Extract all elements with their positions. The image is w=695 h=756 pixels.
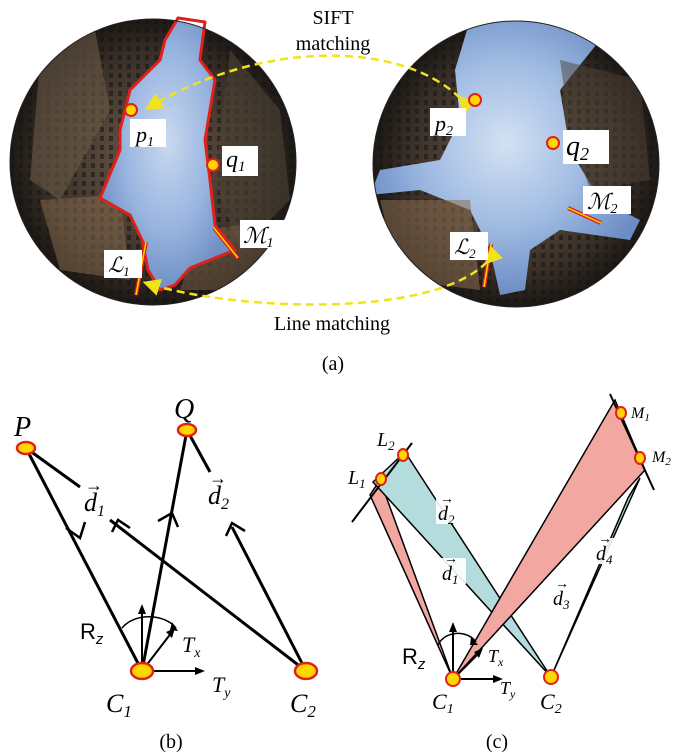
svg-text:→: → [598, 532, 612, 547]
label-q1: q1 [226, 147, 246, 175]
ray-C1-P [24, 447, 144, 672]
label-M2-c: M2 [651, 449, 671, 468]
point-C2-c [543, 669, 559, 685]
sky-region-right [373, 21, 640, 295]
label-C1-c: C1 [432, 689, 454, 717]
panel-b-points [15, 422, 319, 681]
sift-label-line2: matching [296, 33, 370, 55]
label-Tx-b: Tx [182, 632, 201, 661]
ray-C2-d2 [230, 526, 308, 672]
svg-text:→: → [444, 552, 458, 567]
caption-b: (b) [159, 731, 182, 753]
label-d2-b: d2 [208, 481, 229, 513]
label-d4-c: d4 [596, 543, 613, 567]
panel-b-labels: P Q d1 → d2 → Rz Tx Ty C1 C2 (b) [13, 394, 316, 753]
point-M1 [615, 406, 627, 420]
label-L2-c: L2 [376, 429, 395, 453]
point-q1 [206, 158, 220, 172]
label-Q: Q [174, 394, 194, 425]
sift-label-line1: SIFT [312, 7, 353, 29]
label-Ty-c: Ty [500, 678, 516, 701]
panel-b [24, 429, 308, 675]
label-d3-c: d3 [553, 588, 570, 612]
label-L1: ℒ1 [108, 253, 130, 279]
point-M2 [634, 451, 646, 465]
right-fisheye-image [373, 21, 659, 307]
svg-text:→: → [85, 475, 103, 495]
triangle-C1-L1 [369, 478, 454, 680]
label-Rz-c: Rz [402, 644, 426, 673]
label-M2: ℳ2 [587, 189, 618, 217]
point-P [15, 440, 37, 456]
triangle-C1-M [452, 398, 646, 680]
sift-match-arrow [145, 54, 477, 115]
point-C2-b [293, 661, 319, 681]
label-Rz-b: Rz [80, 619, 104, 648]
point-C1-c [445, 671, 461, 687]
point-C1-b [129, 661, 155, 681]
label-L2: ℒ2 [454, 235, 476, 261]
point-Q [176, 422, 198, 438]
label-M1: ℳ1 [243, 223, 274, 251]
caption-c: (c) [486, 731, 508, 753]
line-match-arrow [142, 245, 504, 306]
ray-C1-Q [140, 429, 189, 672]
rotation-arc-c [437, 632, 477, 646]
label-q2: q2 [566, 131, 589, 164]
ray-C2-d1 [109, 518, 307, 673]
ray-Q-d2 [185, 429, 212, 473]
label-C2-b: C2 [290, 689, 316, 721]
label-L1-c: L1 [347, 467, 366, 491]
label-P: P [13, 412, 31, 443]
label-d2-c: d2 [438, 503, 455, 527]
label-p2: p2 [433, 111, 453, 139]
label-d1-c: d1 [442, 563, 459, 587]
point-p2 [468, 93, 482, 107]
label-Ty-b: Ty [212, 672, 231, 701]
label-C1-b: C1 [106, 689, 132, 721]
panel-c: L1 L2 M1 M2 d2 → d1 → d3 → d4 → Rz Tx Ty… [347, 393, 671, 753]
point-p1 [124, 103, 138, 117]
caption-a: (a) [322, 353, 344, 375]
svg-text:→: → [440, 492, 454, 507]
svg-text:→: → [555, 577, 569, 592]
line-matching-label: Line matching [274, 313, 390, 335]
ray-P-d1 [25, 446, 81, 489]
label-C2-c: C2 [540, 689, 562, 717]
label-Tx-c: Tx [488, 646, 504, 669]
point-L1 [375, 472, 387, 486]
point-L2 [397, 448, 409, 462]
point-q2 [546, 136, 560, 150]
label-d1-b: d1 [84, 488, 105, 520]
triangle-C2-M [550, 477, 641, 678]
panel-a: p1 q1 ℳ1 ℒ1 p2 q2 ℳ2 ℒ2 SIFT matching Li… [9, 7, 660, 375]
svg-text:→: → [209, 468, 227, 488]
label-p1: p1 [134, 122, 154, 150]
label-M1-c: M1 [630, 405, 650, 424]
